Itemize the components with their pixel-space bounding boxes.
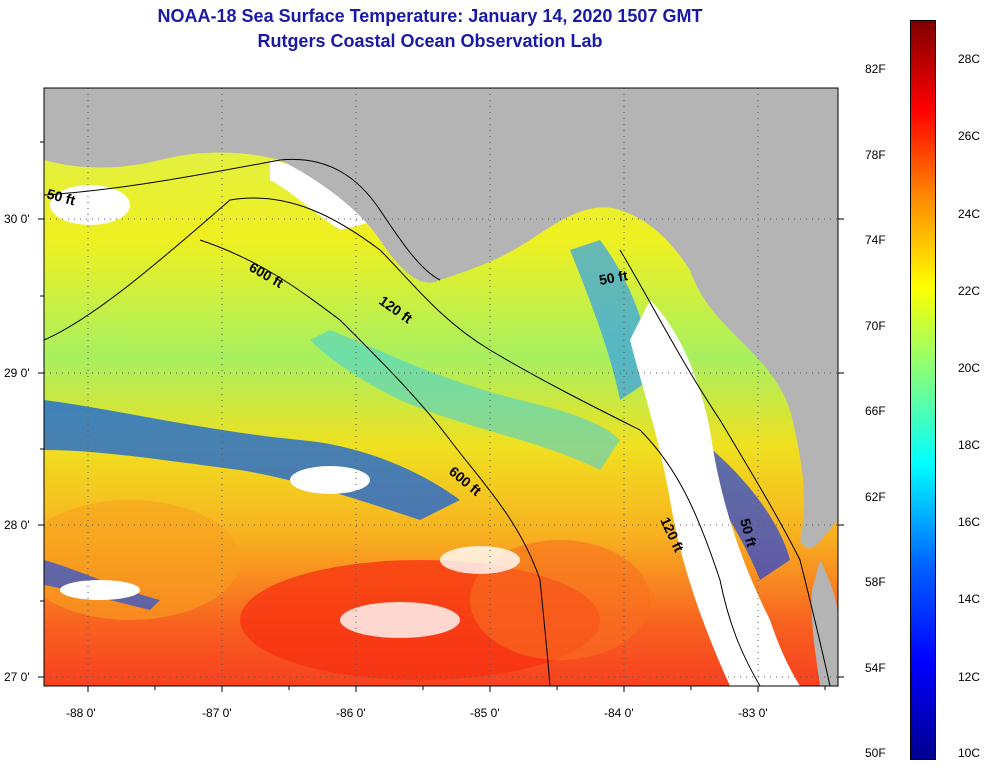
x-tick-label: -87 0' — [202, 706, 232, 720]
y-tick-label: 30 0' — [4, 212, 30, 226]
contour-label: 50 ft — [45, 185, 77, 208]
colorbar-label-c: 14C — [958, 592, 981, 606]
colorbar-label-c: 22C — [958, 284, 981, 298]
lat-lon-grid — [44, 88, 838, 686]
cool-water-band — [570, 240, 650, 400]
colorbar-label-f: 70F — [865, 319, 886, 333]
land-mass — [44, 88, 838, 549]
x-tick-label: -85 0' — [470, 706, 500, 720]
colorbar-label-c: 20C — [958, 361, 981, 375]
colorbar-label-f: 82F — [865, 62, 886, 76]
colorbar-label-c: 18C — [958, 438, 981, 452]
colorbar-label-f: 66F — [865, 404, 886, 418]
colorbar-label-f: 78F — [865, 148, 886, 162]
colorbar-label-c: 10C — [958, 746, 981, 760]
colorbar-label-f: 58F — [865, 575, 886, 589]
map-subtitle: Rutgers Coastal Ocean Observation Lab — [257, 31, 603, 51]
contour-50ft — [44, 158, 441, 281]
warm-water-region — [470, 540, 650, 660]
cloud-cover — [440, 546, 520, 574]
colorbar-label-f: 74F — [865, 233, 886, 247]
x-tick-label: -83 0' — [738, 706, 768, 720]
colorbar-label-c: 26C — [958, 129, 981, 143]
colorbar-label-f: 50F — [865, 746, 886, 760]
colorbar-label-c: 16C — [958, 515, 981, 529]
x-tick-label: -86 0' — [336, 706, 366, 720]
cloud-cover — [50, 185, 130, 225]
y-tick-label: 29 0' — [4, 366, 30, 380]
contour-50ft — [619, 249, 831, 686]
contour-600ft — [199, 239, 551, 686]
colorbar-label-c: 28C — [958, 52, 981, 66]
cloud-cover — [630, 300, 800, 686]
y-tick-label: 28 0' — [4, 518, 30, 532]
contour-label: 50 ft — [737, 517, 760, 549]
colorbar-label-f: 62F — [865, 490, 886, 504]
cloud-cover — [270, 160, 380, 230]
colorbar-label-c: 12C — [958, 670, 981, 684]
land-mass — [811, 560, 838, 686]
colorbar-label-c: 24C — [958, 207, 981, 221]
cool-water-band — [310, 330, 620, 470]
contour-120ft — [44, 197, 761, 686]
y-tick-label: 27 0' — [4, 670, 30, 684]
contour-label: 50 ft — [598, 267, 629, 288]
cloud-cover — [340, 602, 460, 638]
map-frame — [43, 87, 839, 687]
temperature-colorbar — [910, 20, 936, 760]
colorbar-label-f: 54F — [865, 661, 886, 675]
axis-ticks — [38, 141, 844, 692]
map-title: NOAA-18 Sea Surface Temperature: January… — [157, 6, 703, 26]
cloud-cover — [60, 580, 140, 600]
x-tick-label: -84 0' — [604, 706, 634, 720]
x-tick-label: -88 0' — [66, 706, 96, 720]
cloud-cover — [290, 466, 370, 494]
